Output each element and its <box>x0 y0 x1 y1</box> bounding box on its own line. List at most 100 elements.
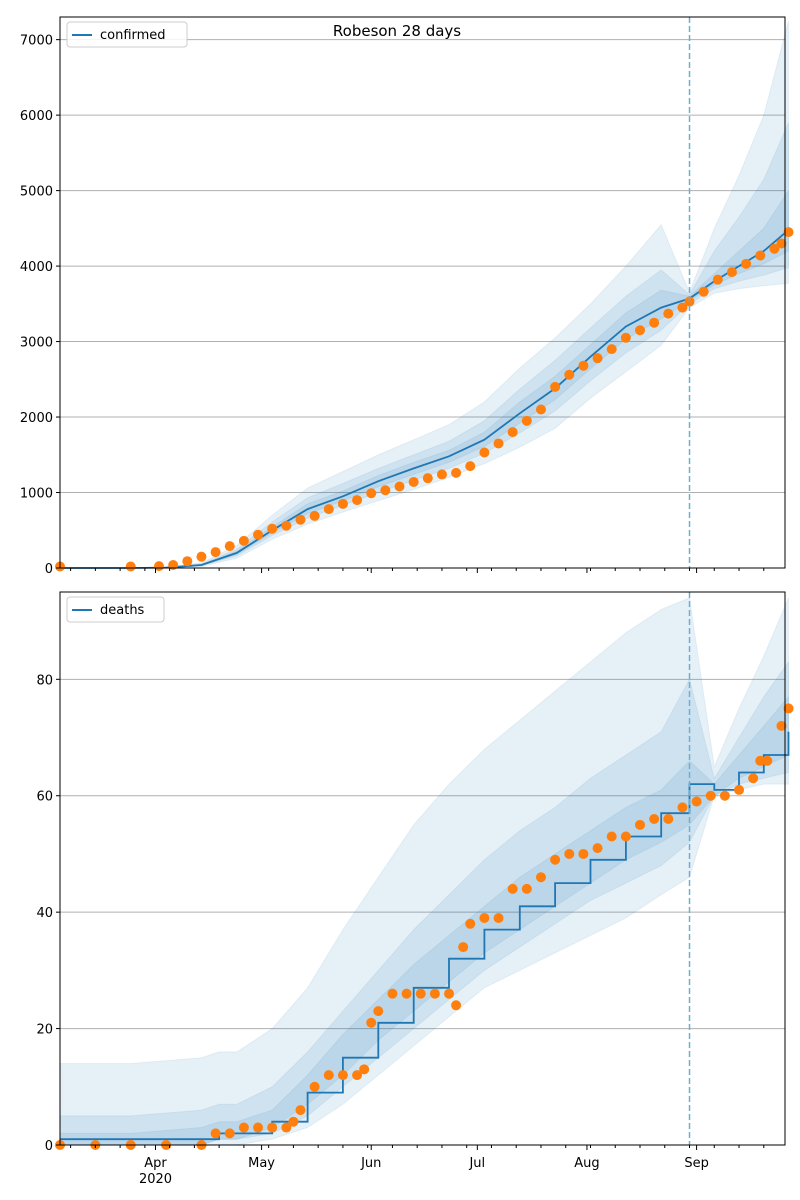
observed-point <box>479 447 490 458</box>
observed-point <box>741 258 752 269</box>
observed-point <box>295 1105 306 1116</box>
observed-point <box>168 559 179 570</box>
x-tick-label: May <box>248 1156 275 1171</box>
observed-point <box>352 495 363 506</box>
observed-point <box>677 802 688 813</box>
observed-point <box>422 473 433 484</box>
observed-point <box>493 912 504 923</box>
observed-point <box>592 353 603 364</box>
observed-point <box>267 1122 278 1133</box>
observed-point <box>592 843 603 854</box>
observed-point <box>649 814 660 825</box>
axes-frame <box>59 16 786 569</box>
observed-point <box>295 514 306 525</box>
observed-point <box>479 912 490 923</box>
observed-point <box>748 773 759 784</box>
observed-point <box>238 1122 249 1133</box>
observed-point <box>125 561 136 572</box>
observed-point <box>253 1122 264 1133</box>
y-tick-label: 4000 <box>20 260 53 275</box>
observed-point <box>663 814 674 825</box>
observed-point <box>755 755 766 766</box>
legend: deaths <box>66 596 165 623</box>
band80-area <box>59 660 789 1146</box>
band50-area <box>60 188 789 569</box>
observed-point <box>677 302 688 313</box>
observed-point <box>387 988 398 999</box>
observed-point <box>380 485 391 496</box>
band80-area <box>60 122 789 569</box>
observed-point <box>196 551 207 562</box>
y-tick-label: 6000 <box>20 109 53 124</box>
observed-point <box>436 469 447 480</box>
observed-point <box>465 918 476 929</box>
observed-point <box>451 467 462 478</box>
observed-point <box>620 332 631 343</box>
legend-label: deaths <box>100 603 145 618</box>
observed-point <box>281 1122 292 1133</box>
observed-point <box>408 476 419 487</box>
legend: confirmed <box>66 21 188 48</box>
x-tick-label: Sep <box>684 1156 709 1171</box>
observed-point <box>550 854 561 865</box>
observed-point <box>401 988 412 999</box>
observed-point <box>620 831 631 842</box>
observed-point <box>698 286 709 297</box>
observed-point <box>776 720 787 731</box>
observed-point <box>691 796 702 807</box>
observed-point <box>458 942 469 953</box>
observed-point <box>521 415 532 426</box>
observed-point <box>719 790 730 801</box>
band95-area <box>60 20 789 569</box>
x-tick-label: Jun <box>360 1156 381 1171</box>
y-tick-label: 80 <box>36 673 53 688</box>
y-tick-label: 3000 <box>20 336 53 351</box>
observed-point <box>323 504 334 515</box>
observed-point <box>578 360 589 371</box>
observed-point <box>210 547 221 558</box>
y-tick-label: 40 <box>36 906 53 921</box>
chart-title: Robeson 28 days <box>333 22 461 40</box>
legend-label: confirmed <box>100 28 166 43</box>
observed-point <box>337 498 348 509</box>
observed-point <box>535 872 546 883</box>
observed-point <box>337 1070 348 1081</box>
observed-point <box>366 1017 377 1028</box>
y-tick-label: 2000 <box>20 411 53 426</box>
y-tick-label: 0 <box>45 562 53 577</box>
observed-point <box>451 1000 462 1011</box>
observed-point <box>359 1064 370 1075</box>
observed-point <box>224 541 235 552</box>
axes-frame <box>59 591 786 1146</box>
observed-point <box>267 523 278 534</box>
observed-point <box>755 250 766 261</box>
observed-point <box>521 883 532 894</box>
observed-point <box>507 427 518 438</box>
observed-point <box>309 1081 320 1092</box>
legend-box <box>66 596 165 623</box>
observed-point <box>712 274 723 285</box>
observed-point <box>564 369 575 380</box>
observed-point <box>210 1128 221 1139</box>
observed-point <box>366 488 377 499</box>
observed-point <box>309 510 320 521</box>
x-tick-label: Apr <box>144 1156 167 1171</box>
confirmed-axes: 0 1000 2000 3000 4000 5000 6000 7000 confirmed <box>20 16 794 577</box>
observed-point <box>415 988 426 999</box>
observed-point <box>444 988 455 999</box>
observed-point <box>238 535 249 546</box>
observed-point <box>224 1128 235 1139</box>
x-tick-label: Jul <box>468 1156 485 1171</box>
observed-point <box>663 308 674 319</box>
observed-point <box>535 404 546 415</box>
observed-point <box>323 1070 334 1081</box>
observed-point <box>465 461 476 472</box>
band95-area <box>59 597 789 1146</box>
observed-point <box>154 561 165 572</box>
observed-point <box>550 381 561 392</box>
y-tick-label: 5000 <box>20 185 53 200</box>
observed-point <box>762 755 773 766</box>
observed-point <box>635 819 645 830</box>
observed-point <box>429 988 440 999</box>
